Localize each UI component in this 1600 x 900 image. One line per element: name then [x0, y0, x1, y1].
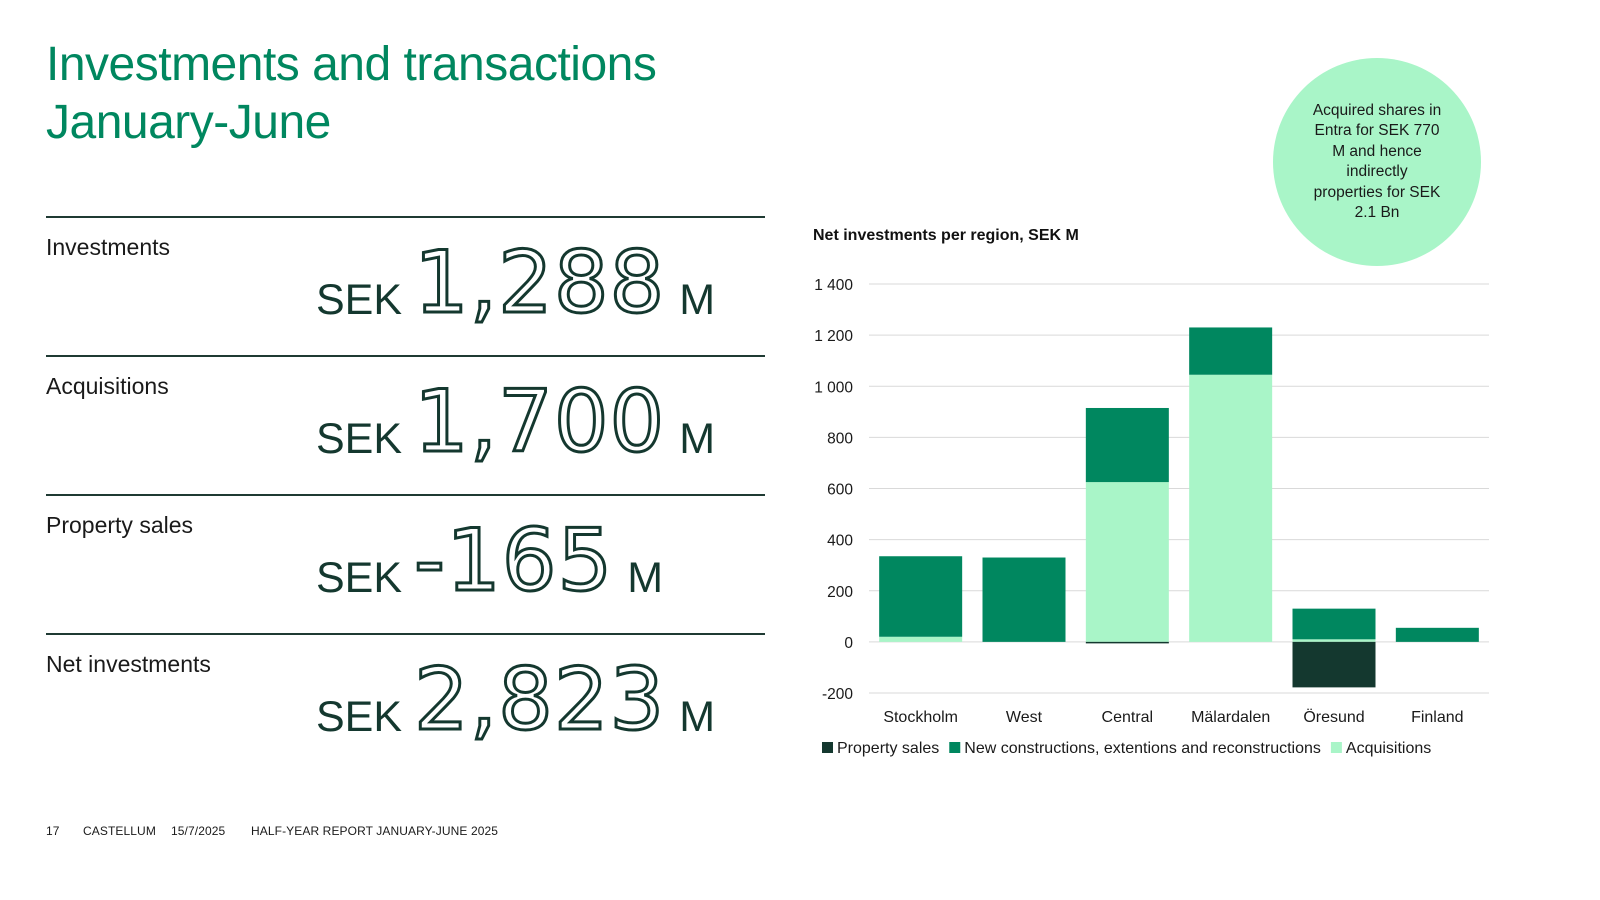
x-tick-label: Stockholm	[883, 709, 958, 726]
metric-number: 2,823	[413, 650, 666, 750]
bar-segment	[1292, 608, 1376, 640]
metric-label-investments: Investments	[46, 234, 170, 260]
divider	[46, 633, 765, 635]
footer-report-title: HALF-YEAR REPORT JANUARY-JUNE 2025	[251, 824, 499, 838]
y-tick-label: 1 400	[814, 277, 853, 294]
footer-page-number: 17	[46, 824, 60, 838]
x-tick-label: Mälardalen	[1191, 709, 1270, 726]
footer-date: 15/7/2025	[171, 824, 226, 838]
metric-label-net-investments: Net investments	[46, 651, 211, 677]
bar-segment	[879, 636, 963, 642]
bar-segment	[1085, 482, 1169, 642]
currency-label: SEK	[316, 554, 403, 602]
bar-segment	[1189, 327, 1273, 375]
legend-swatch	[822, 742, 833, 753]
page-title-line-2: January-June	[46, 96, 331, 149]
y-tick-label: 200	[827, 584, 853, 601]
bar-segment	[1395, 627, 1479, 642]
legend-label: New constructions, extentions and recons…	[964, 740, 1321, 757]
unit-label: M	[679, 693, 716, 741]
y-tick-label: 1 200	[814, 328, 853, 345]
metric-value-investments: SEK 1,288 M	[316, 233, 716, 333]
x-tick-label: West	[1006, 709, 1043, 726]
metric-value-net-investments: SEK 2,823 M	[316, 650, 716, 750]
y-tick-label: 1 000	[814, 379, 853, 396]
unit-label: M	[627, 554, 664, 602]
legend-swatch	[949, 742, 961, 753]
currency-label: SEK	[316, 415, 403, 463]
divider	[46, 355, 765, 357]
page-title-line-1: Investments and transactions	[46, 38, 657, 91]
bar-segment	[1085, 641, 1169, 644]
y-tick-label: 0	[844, 635, 853, 652]
unit-label: M	[679, 415, 716, 463]
y-tick-label: 400	[827, 533, 853, 550]
unit-label: M	[679, 276, 716, 324]
currency-label: SEK	[316, 693, 403, 741]
divider	[46, 216, 765, 218]
y-tick-label: 800	[827, 430, 853, 447]
x-tick-label: Finland	[1411, 709, 1463, 726]
metric-value-acquisitions: SEK 1,700 M	[316, 372, 716, 472]
metric-number: -165	[413, 511, 614, 611]
bar-segment	[1292, 641, 1376, 688]
bar-segment	[1292, 639, 1376, 642]
footer-company: CASTELLUM	[83, 824, 156, 838]
metric-label-property-sales: Property sales	[46, 512, 194, 538]
metric-number: 1,288	[413, 233, 666, 333]
callout-bubble: Acquired shares in Entra for SEK 770 M a…	[1273, 58, 1481, 266]
callout-text: Acquired shares in Entra for SEK 770 M a…	[1312, 101, 1442, 222]
currency-label: SEK	[316, 276, 403, 324]
legend-label: Property sales	[837, 740, 939, 757]
y-tick-label: 600	[827, 482, 853, 499]
legend-swatch	[1330, 742, 1342, 753]
bar-segment	[982, 557, 1066, 642]
metric-number: 1,700	[413, 372, 666, 472]
divider	[46, 494, 765, 496]
x-tick-label: Öresund	[1303, 708, 1364, 726]
y-tick-label: -200	[822, 686, 853, 703]
x-tick-label: Central	[1102, 709, 1154, 726]
page-title: Investments and transactions January-Jun…	[46, 36, 657, 152]
bar-segment	[1085, 407, 1169, 483]
metric-value-property-sales: SEK -165 M	[316, 511, 664, 611]
stacked-bar-chart: -200 0 200 400 600 800 1 000 1 200 1 400 Stockhol…	[814, 277, 1489, 757]
metric-label-acquisitions: Acquisitions	[46, 373, 169, 399]
bar-segment	[879, 556, 963, 637]
bar-segment	[1189, 374, 1273, 642]
legend-label: Acquisitions	[1346, 740, 1431, 757]
chart-title: Net investments per region, SEK M	[813, 227, 1079, 244]
